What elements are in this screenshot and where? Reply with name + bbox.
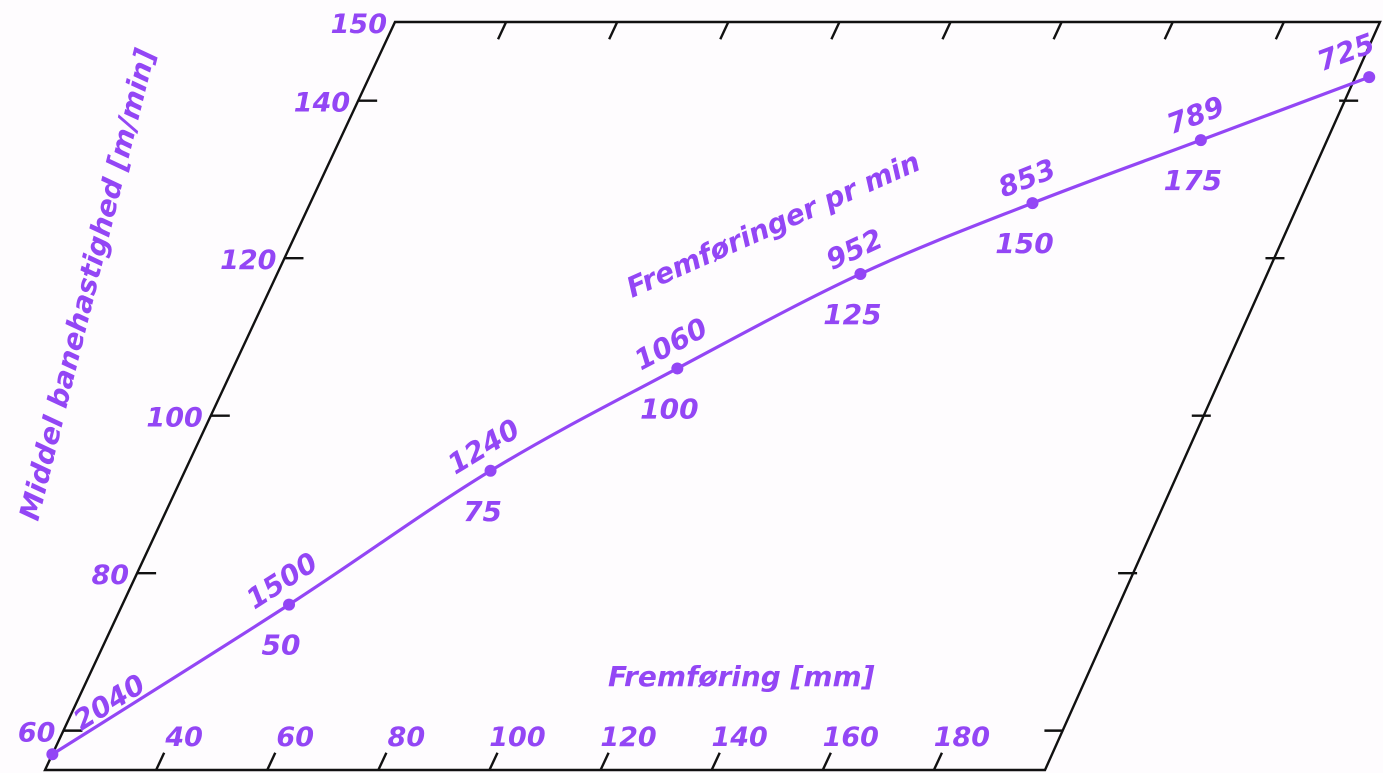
- y-axis-ticks: 60 80 100 120 140 150: [18, 9, 387, 749]
- data-label-below: 125: [823, 298, 881, 331]
- data-point: [283, 598, 296, 611]
- data-label-below: 75: [463, 495, 502, 528]
- data-labels: 2040150050124075106010095212585315078917…: [68, 27, 1380, 737]
- top-tick-mark: [719, 21, 730, 40]
- data-label-below: 175: [1164, 164, 1222, 197]
- x-tick-mark: [932, 752, 944, 771]
- data-point: [1363, 71, 1376, 84]
- curve-title: Fremføringer pr min: [621, 145, 925, 304]
- top-tick-mark: [496, 21, 508, 40]
- x-tick-mark: [155, 752, 166, 771]
- right-axis-ticks: [1044, 99, 1359, 732]
- data-label-above: 2040: [68, 667, 152, 737]
- data-points: [46, 71, 1376, 761]
- x-tick-mark: [488, 752, 499, 771]
- data-label-above: 1500: [240, 546, 323, 616]
- data-label-above: 1240: [442, 412, 526, 481]
- data-point: [854, 267, 867, 280]
- top-axis-ticks: [496, 21, 1285, 40]
- x-tick-label: 40: [164, 722, 203, 753]
- x-tick-label: 160: [823, 722, 879, 753]
- top-tick-mark: [608, 21, 619, 40]
- y-tick-label: 140: [294, 88, 350, 119]
- y-tick-label: 80: [92, 560, 130, 591]
- x-tick-label: 140: [711, 722, 767, 753]
- data-label-below: 150: [995, 227, 1053, 260]
- x-tick-mark: [377, 752, 388, 771]
- x-tick-mark: [821, 752, 832, 771]
- data-label-above: 725: [1313, 27, 1379, 78]
- y-tick-label: 120: [220, 245, 276, 276]
- x-tick-mark: [599, 752, 610, 771]
- x-tick-label: 60: [276, 722, 314, 753]
- top-tick-mark: [830, 21, 841, 40]
- x-tick-label: 100: [489, 722, 545, 753]
- top-tick-mark: [1052, 21, 1063, 40]
- x-tick-mark: [710, 752, 721, 771]
- x-tick-label: 120: [600, 722, 656, 753]
- y-tick-label: 150: [331, 9, 387, 40]
- data-label-below: 50: [262, 629, 301, 662]
- data-point: [46, 748, 59, 761]
- top-tick-mark: [941, 21, 952, 40]
- top-tick-mark: [1163, 21, 1174, 40]
- data-point: [1194, 134, 1207, 147]
- top-tick-mark: [1274, 21, 1285, 40]
- y-axis-title: Middel banehastighed [m/min]: [13, 45, 162, 523]
- x-axis-ticks: 40 60 80 100 120 140 160 180: [155, 722, 990, 771]
- data-point: [484, 464, 497, 477]
- x-tick-label: 180: [934, 722, 990, 753]
- x-tick-label: 80: [388, 722, 426, 753]
- y-tick-label: 60: [18, 718, 56, 749]
- data-point: [671, 362, 684, 375]
- data-label-above: 1060: [629, 311, 713, 377]
- data-label-below: 100: [640, 392, 698, 425]
- data-label-above: 952: [821, 222, 888, 277]
- data-point: [1026, 197, 1039, 210]
- x-axis-title: Fremføring [mm]: [608, 660, 875, 693]
- x-tick-mark: [266, 752, 277, 771]
- y-tick-label: 100: [146, 403, 202, 434]
